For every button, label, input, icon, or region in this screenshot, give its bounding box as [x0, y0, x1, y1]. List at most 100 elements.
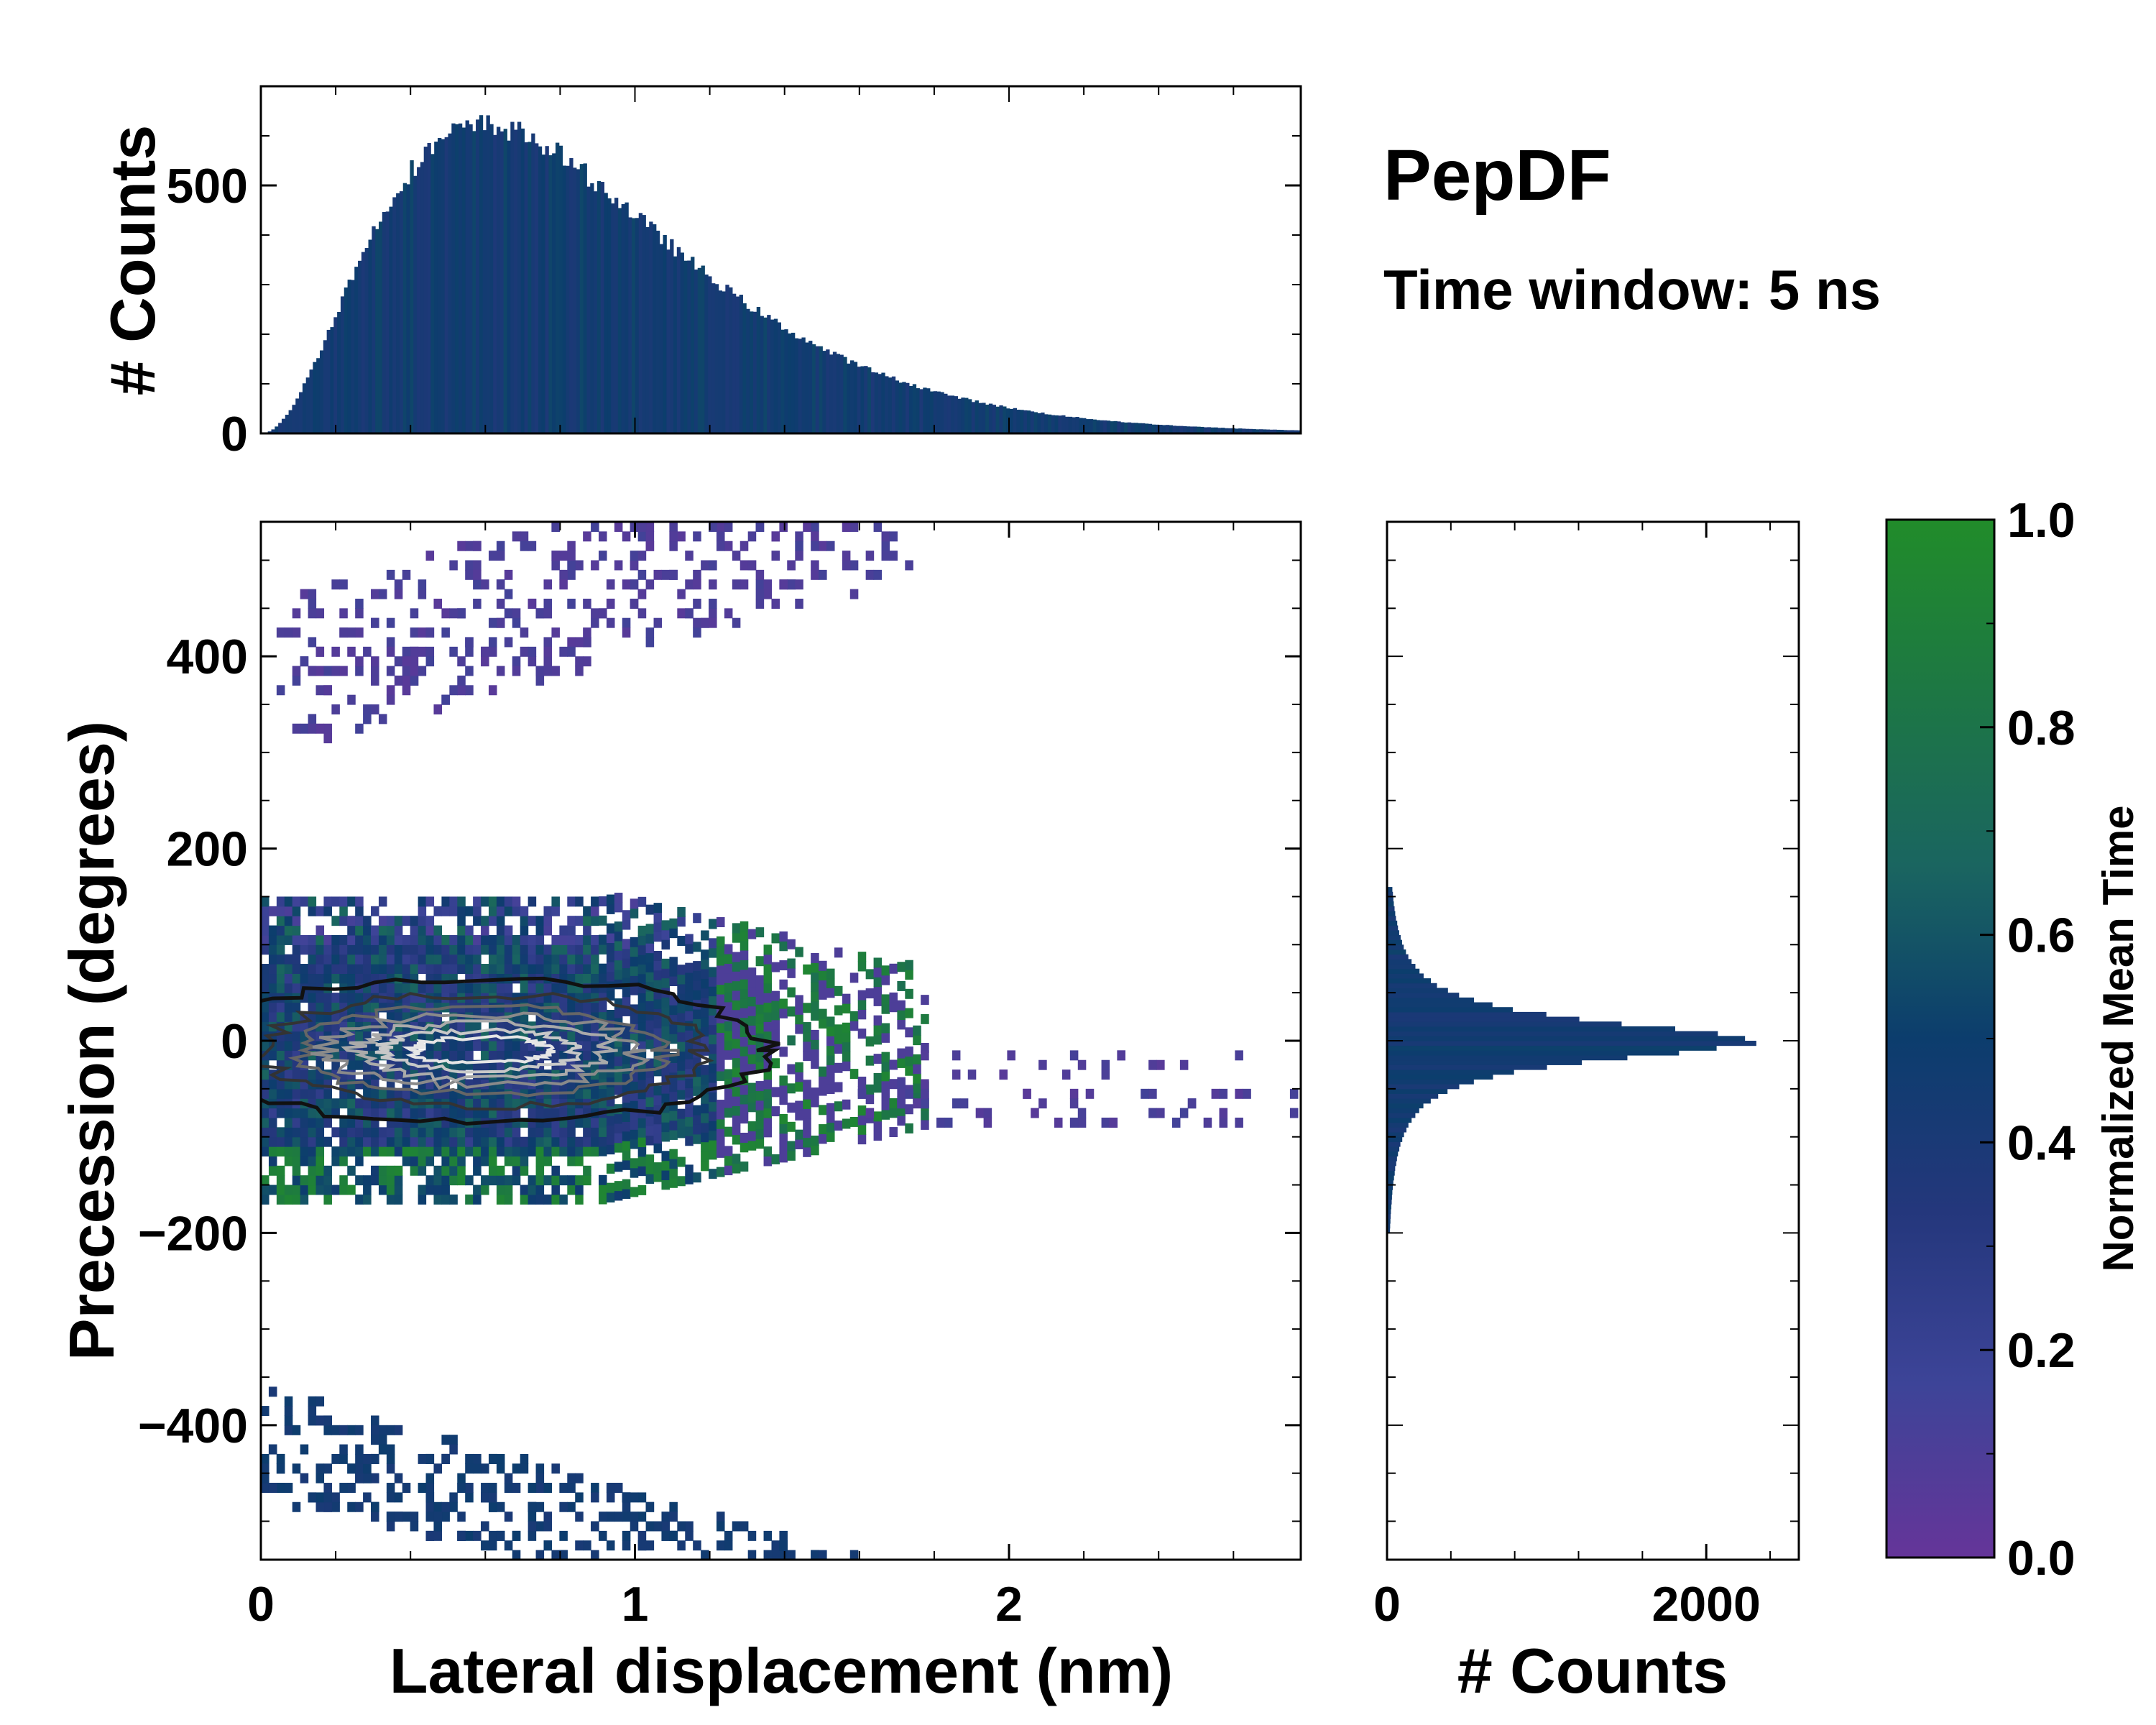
heatmap-cell: [378, 1070, 387, 1080]
heatmap-cell: [921, 1042, 929, 1053]
heatmap-cell: [803, 1031, 811, 1042]
top-hist-bar: [528, 142, 532, 433]
top-hist-bar: [596, 180, 602, 433]
heatmap-cell: [591, 993, 599, 1003]
top-hist-bar: [1200, 426, 1204, 433]
heatmap-cell: [669, 1091, 678, 1102]
top-hist-bar: [493, 134, 497, 433]
top-hist-bar: [604, 193, 608, 433]
top-hist-bar: [649, 221, 653, 433]
top-hist-bar: [957, 398, 962, 433]
heatmap-cell: [606, 579, 615, 590]
heatmap-cell: [394, 1098, 403, 1109]
right-hist-bar: [1387, 1070, 1514, 1075]
heatmap-cell: [921, 1050, 929, 1061]
top-hist-bar: [358, 260, 362, 433]
heatmap-cell: [441, 1156, 450, 1167]
heatmap-cell: [371, 1473, 379, 1484]
heatmap-cell: [441, 1127, 450, 1138]
heatmap-cell: [732, 980, 741, 991]
heatmap-cell: [339, 1444, 348, 1455]
heatmap-cell: [292, 1021, 301, 1032]
heatmap-cell: [528, 1512, 537, 1522]
heatmap-cell: [276, 1059, 285, 1070]
heatmap-cell: [803, 964, 811, 975]
heatmap-cell: [764, 464, 773, 474]
heatmap-cell: [732, 1096, 741, 1106]
heatmap-cell: [378, 1127, 387, 1138]
top-hist-bar: [590, 183, 594, 433]
heatmap-cell: [504, 934, 513, 945]
heatmap-cell: [347, 993, 356, 1003]
heatmap-cell: [732, 1038, 741, 1049]
heatmap-cell: [661, 1521, 670, 1532]
top-hist-bar: [361, 252, 366, 433]
heatmap-cell: [268, 944, 277, 955]
top-hist-bar: [819, 346, 823, 433]
heatmap-cell: [724, 1078, 733, 1089]
heatmap-cell: [701, 1132, 709, 1143]
heatmap-cell: [677, 1598, 686, 1608]
top-hist-bar: [694, 270, 699, 433]
right-hist-bar: [1387, 1108, 1419, 1113]
heatmap-cell: [315, 1396, 325, 1407]
top-hist-bar: [982, 402, 986, 433]
top-hist-bar: [683, 260, 688, 433]
heatmap-cell: [693, 990, 701, 1000]
heatmap-cell: [803, 464, 811, 474]
top-hist-bar: [975, 400, 979, 433]
heatmap-cell: [308, 608, 317, 619]
heatmap-cell: [371, 973, 379, 984]
heatmap-cell: [865, 1036, 875, 1046]
heatmap-cell: [292, 1070, 301, 1080]
heatmap-cell: [732, 1115, 741, 1126]
heatmap-cell: [653, 1085, 663, 1096]
right-hist-bar: [1387, 1156, 1397, 1162]
heatmap-cell: [543, 1483, 553, 1494]
heatmap-cell: [300, 1088, 309, 1099]
heatmap-cell: [654, 1579, 663, 1589]
heatmap-cell: [599, 1002, 607, 1013]
heatmap-cell: [268, 1079, 277, 1090]
heatmap-cell: [669, 1110, 678, 1121]
density-contour: [287, 1003, 680, 1098]
heatmap-cell: [339, 1483, 348, 1494]
heatmap-cell: [496, 1184, 505, 1195]
top-hist-bar: [906, 382, 910, 433]
heatmap-cell: [261, 1483, 270, 1494]
heatmap-cell: [732, 971, 741, 982]
heatmap-cell: [583, 1127, 591, 1138]
heatmap-cell: [819, 1066, 827, 1077]
top-hist-bar: [1085, 419, 1090, 433]
heatmap-cell: [292, 1059, 301, 1070]
heatmap-cell: [819, 1076, 827, 1087]
heatmap-cell: [261, 1021, 270, 1032]
top-hist-bar: [1130, 423, 1135, 433]
heatmap-cell: [1069, 1050, 1079, 1061]
top-hist-bar: [864, 366, 868, 433]
heatmap-cell: [457, 944, 466, 955]
heatmap-cell: [811, 531, 819, 542]
heatmap-cell: [292, 1146, 301, 1157]
heatmap-cell: [661, 929, 670, 940]
heatmap-cell: [559, 983, 568, 993]
heatmap-cell: [551, 1165, 560, 1176]
heatmap-cell: [441, 1136, 450, 1147]
heatmap-cell: [755, 1023, 765, 1034]
heatmap-cell: [637, 1146, 647, 1157]
right-hist-bar: [1387, 896, 1393, 902]
heatmap-cell: [473, 598, 482, 609]
heatmap-cell: [551, 1127, 560, 1138]
heatmap-cell: [473, 1108, 482, 1118]
heatmap-cell: [520, 531, 529, 542]
heatmap-cell: [323, 1021, 332, 1032]
heatmap-cell: [331, 1011, 340, 1022]
heatmap-cell: [371, 954, 379, 965]
heatmap-cell: [857, 990, 867, 1000]
heatmap-cell: [347, 1050, 356, 1061]
top-hist-bar: [687, 260, 691, 433]
heatmap-cell: [637, 589, 647, 599]
heatmap-cell: [599, 608, 607, 619]
top-hist-bar: [999, 405, 1003, 433]
heatmap-cell: [425, 1002, 435, 1013]
